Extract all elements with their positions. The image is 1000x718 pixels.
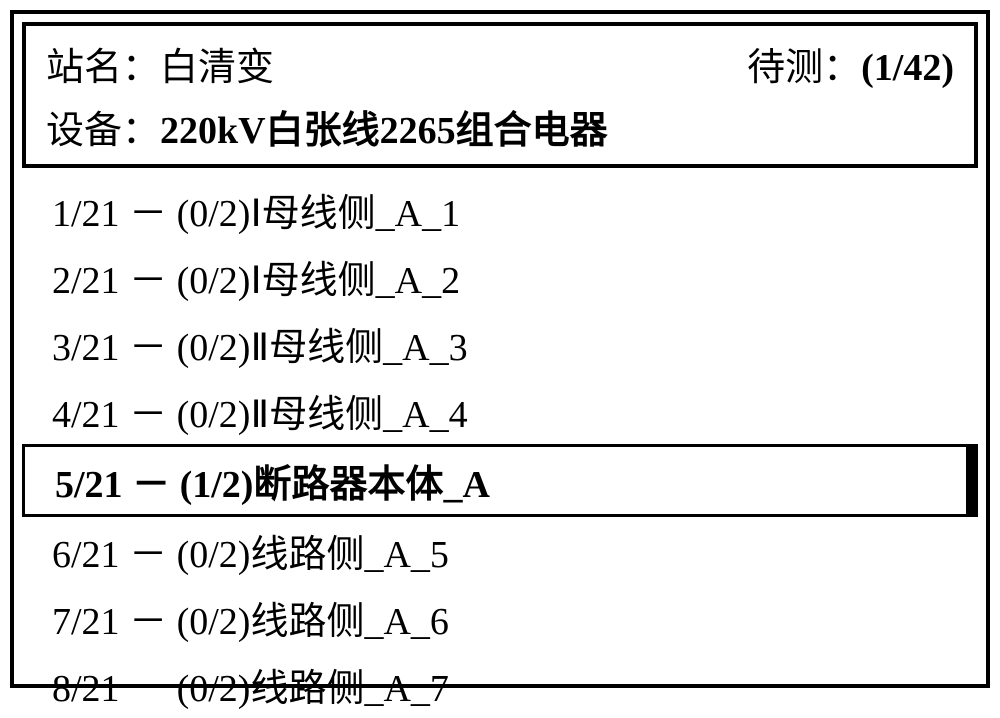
item-index: 3/21 bbox=[52, 327, 120, 369]
item-label: Ⅰ母线侧_A_2 bbox=[250, 260, 460, 302]
list-item[interactable]: 7/21 － (0/2)线路侧_A_6 bbox=[22, 584, 978, 651]
list-item[interactable]: 2/21 － (0/2)Ⅰ母线侧_A_2 bbox=[22, 243, 978, 310]
station-value: 白清变 bbox=[160, 47, 274, 89]
item-index: 7/21 bbox=[52, 601, 120, 643]
item-dash: － bbox=[120, 534, 177, 576]
item-count: (0/2) bbox=[177, 601, 251, 643]
item-label: Ⅱ母线侧_A_4 bbox=[250, 394, 467, 436]
item-index: 6/21 bbox=[52, 534, 120, 576]
item-label: 线路侧_A_6 bbox=[250, 601, 448, 643]
item-index: 8/21 bbox=[52, 668, 120, 710]
item-index: 4/21 bbox=[52, 394, 120, 436]
station-group: 站名：白清变 bbox=[46, 36, 274, 91]
item-label: Ⅱ母线侧_A_3 bbox=[250, 327, 467, 369]
list-item[interactable]: 4/21 － (0/2)Ⅱ母线侧_A_4 bbox=[22, 377, 978, 444]
item-count: (0/2) bbox=[177, 668, 251, 710]
item-count: (0/2) bbox=[177, 260, 251, 302]
station-label: 站名： bbox=[46, 47, 160, 89]
list-item[interactable]: 6/21 － (0/2)线路侧_A_5 bbox=[22, 517, 978, 584]
main-panel: 站名：白清变 待测：(1/42) 设备：220kV白张线2265组合电器 1/2… bbox=[10, 10, 990, 688]
item-label: 线路侧_A_7 bbox=[250, 668, 448, 710]
item-dash: － bbox=[120, 193, 177, 235]
list-item[interactable]: 3/21 － (0/2)Ⅱ母线侧_A_3 bbox=[22, 310, 978, 377]
device-value: 220kV白张线2265组合电器 bbox=[160, 110, 608, 152]
item-count: (0/2) bbox=[177, 327, 251, 369]
list-item[interactable]: 1/21 － (0/2)Ⅰ母线侧_A_1 bbox=[22, 176, 978, 243]
header-row-2: 设备：220kV白张线2265组合电器 bbox=[46, 99, 954, 154]
item-count: (0/2) bbox=[177, 394, 251, 436]
pending-value: (1/42) bbox=[861, 47, 954, 89]
item-index: 5/21 bbox=[55, 464, 123, 506]
pending-label: 待测： bbox=[747, 47, 861, 89]
item-count: (1/2) bbox=[180, 464, 254, 506]
pending-group: 待测：(1/42) bbox=[747, 36, 954, 91]
list-item[interactable]: 5/21 － (1/2)断路器本体_A bbox=[22, 444, 978, 517]
item-dash: － bbox=[120, 668, 177, 710]
item-dash: － bbox=[123, 464, 180, 506]
item-count: (0/2) bbox=[177, 534, 251, 576]
item-dash: － bbox=[120, 394, 177, 436]
item-count: (0/2) bbox=[177, 193, 251, 235]
header-box: 站名：白清变 待测：(1/42) 设备：220kV白张线2265组合电器 bbox=[22, 22, 978, 168]
device-label: 设备： bbox=[46, 110, 160, 152]
item-index: 1/21 bbox=[52, 193, 120, 235]
item-dash: － bbox=[120, 327, 177, 369]
item-list: 1/21 － (0/2)Ⅰ母线侧_A_12/21 － (0/2)Ⅰ母线侧_A_2… bbox=[14, 176, 986, 718]
item-label: Ⅰ母线侧_A_1 bbox=[250, 193, 460, 235]
item-dash: － bbox=[120, 601, 177, 643]
list-item[interactable]: 8/21 － (0/2)线路侧_A_7 bbox=[22, 651, 978, 718]
item-label: 断路器本体_A bbox=[253, 464, 489, 506]
item-index: 2/21 bbox=[52, 260, 120, 302]
item-label: 线路侧_A_5 bbox=[250, 534, 448, 576]
header-row-1: 站名：白清变 待测：(1/42) bbox=[46, 36, 954, 91]
item-dash: － bbox=[120, 260, 177, 302]
